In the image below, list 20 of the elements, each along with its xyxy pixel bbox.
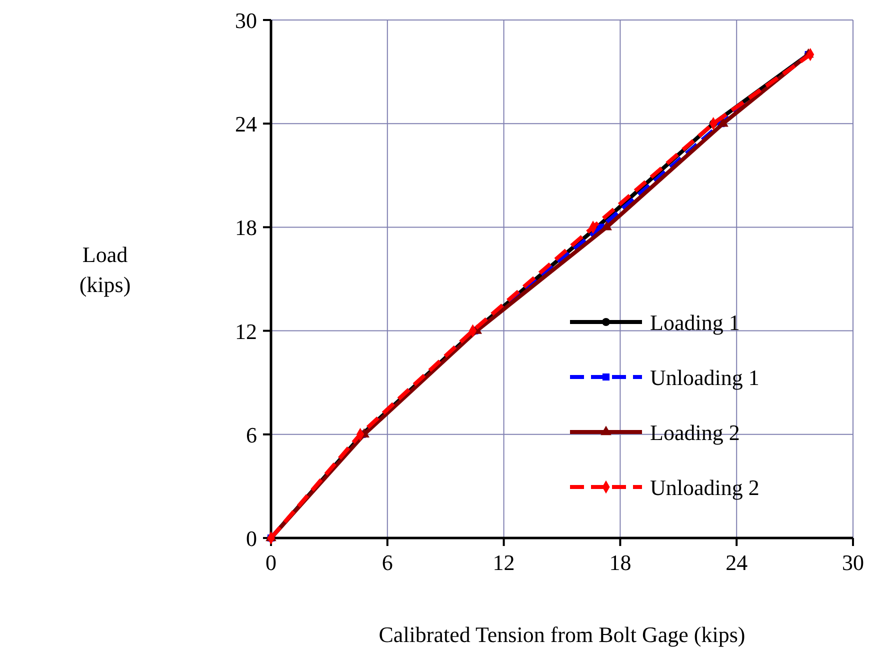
x-tick-label: 24: [726, 550, 748, 575]
x-tick-label: 30: [842, 550, 864, 575]
y-tick-label: 30: [235, 8, 257, 33]
y-tick-label: 6: [246, 422, 257, 448]
legend-label: Loading 2: [650, 420, 740, 445]
y-tick-label: 12: [235, 318, 257, 344]
x-tick-label: 12: [492, 550, 515, 575]
legend-label: Unloading 1: [650, 365, 760, 390]
y-tick-label: 0: [246, 526, 257, 551]
x-axis-title: Calibrated Tension from Bolt Gage (kips): [378, 622, 746, 647]
x-tick-label: 18: [609, 550, 632, 575]
y-tick-label: 24: [235, 112, 257, 137]
legend-label: Loading 1: [650, 310, 740, 335]
legend-label: Unloading 2: [650, 475, 760, 500]
x-tick-label: 6: [382, 550, 393, 575]
point: [601, 220, 612, 230]
y-axis-title: Load (kips): [79, 242, 131, 297]
point: [718, 117, 728, 127]
y-tick-label: 18: [235, 215, 257, 240]
x-tick-label: 0: [266, 550, 276, 575]
